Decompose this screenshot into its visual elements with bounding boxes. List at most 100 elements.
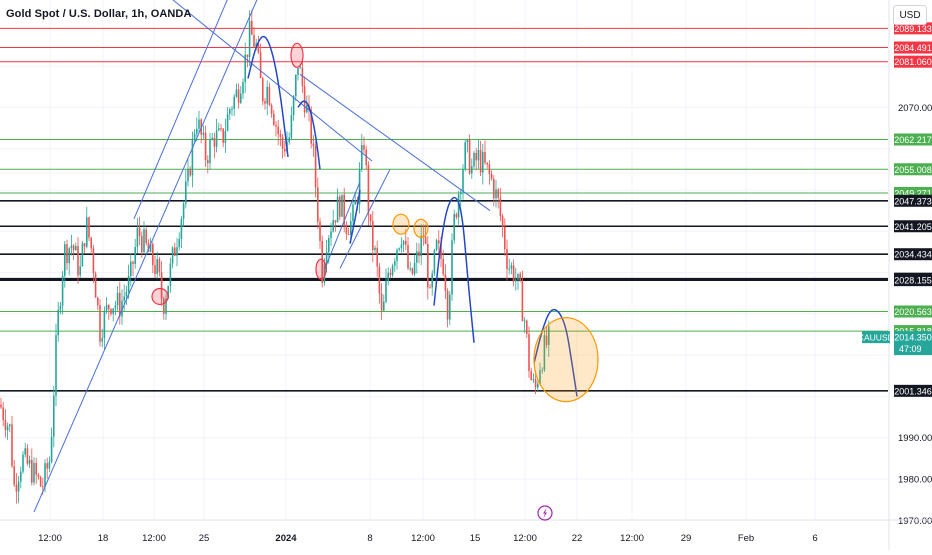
candle-body (413, 262, 416, 274)
candle-body (446, 290, 449, 320)
candle-body (405, 240, 407, 245)
candle-body (277, 126, 279, 135)
candle-body (350, 221, 352, 235)
price-level-label-bg (894, 248, 932, 261)
price-tick-label: 2070.000 (898, 103, 932, 114)
highlight-circle[interactable] (413, 218, 429, 238)
price-level-label-text: 2081.060 (894, 57, 932, 67)
candle-body (110, 308, 112, 314)
candle-body (147, 243, 150, 252)
candle-body (211, 137, 213, 140)
candle-body (101, 338, 103, 342)
price-level-label[interactable]: 2028.155 (894, 274, 932, 287)
trendline[interactable] (324, 181, 361, 269)
candle-body (508, 268, 510, 270)
candle-body (134, 246, 136, 264)
lightning-icon (543, 508, 547, 518)
candle-body (130, 261, 132, 276)
trendline[interactable] (33, 0, 300, 513)
projection-arc[interactable] (533, 308, 578, 397)
trendline[interactable] (339, 169, 391, 269)
candle-body (295, 74, 297, 97)
projection-arc[interactable] (247, 35, 289, 157)
candle-body (545, 335, 548, 345)
highlight-circle[interactable] (315, 258, 327, 280)
candle-body (398, 248, 400, 250)
candle-body (510, 265, 513, 269)
candle-body (75, 245, 77, 251)
time-tick-label: 18 (98, 533, 109, 544)
price-level-label[interactable]: 2084.491 (894, 41, 932, 54)
candle-body (127, 275, 130, 293)
time-axis[interactable]: 12:00 18 12:00 25 2024 8 12:00 15 12:00 22 12:00 29… (0, 519, 932, 544)
candle-body (497, 189, 499, 198)
candle-body (312, 143, 315, 146)
price-level-label[interactable]: 2020.563 (894, 305, 932, 318)
candle-body (145, 229, 147, 244)
candle-body (0, 404, 2, 408)
highlight-circle[interactable] (290, 42, 304, 68)
candle-body (233, 96, 235, 109)
candle-body (6, 426, 9, 431)
highlight-circle[interactable] (533, 317, 599, 403)
candle-body (163, 298, 165, 314)
candle-body (488, 164, 491, 175)
price-level-label[interactable]: 2041.205 (894, 220, 932, 233)
price-level-label-text: 2062.217 (894, 135, 932, 145)
price-axis[interactable]: 2070.000 1990.000 1980.000 1970.000 2089.133… (858, 0, 932, 550)
event-marker[interactable] (537, 505, 553, 521)
price-level-label-bg (894, 133, 932, 146)
price-level-label[interactable]: 2089.133 (894, 22, 932, 35)
time-tick-label: 12:00 (513, 533, 537, 544)
trendline[interactable] (133, 0, 345, 220)
candle-body (453, 213, 455, 241)
price-level-label[interactable]: 2047.373 (894, 194, 932, 207)
candle-body (334, 220, 337, 223)
projection-arcs[interactable] (247, 35, 578, 397)
candle-body (255, 43, 257, 47)
price-level-label[interactable]: 2055.008 (894, 163, 932, 176)
candle-body (378, 266, 381, 294)
highlight-circles[interactable] (151, 42, 599, 403)
candle-body (112, 308, 114, 314)
trendline[interactable] (299, 73, 491, 211)
price-level-label-text: 2034.434 (894, 250, 932, 260)
candle-body (97, 297, 99, 306)
currency-button[interactable]: USD (893, 5, 927, 25)
highlight-circle[interactable] (392, 213, 410, 235)
candle-body (174, 247, 176, 256)
highlight-circle[interactable] (151, 287, 169, 306)
candle-body (81, 243, 84, 267)
projection-arc[interactable] (349, 189, 361, 244)
candle-body (33, 462, 35, 483)
horizontal-levels[interactable] (0, 27, 888, 392)
candle-body (220, 128, 222, 130)
candle-body (400, 244, 403, 249)
candle-body (523, 320, 526, 322)
candle-body (361, 145, 363, 170)
price-level-label[interactable]: 2081.060 (894, 55, 932, 68)
trendlines[interactable] (33, 0, 491, 513)
candle-body (55, 335, 57, 396)
trendline[interactable] (168, 0, 373, 162)
price-level-label[interactable]: 2001.346 (894, 384, 932, 397)
candle-body (279, 134, 282, 138)
candle-body (31, 459, 33, 483)
projection-arc[interactable] (297, 100, 321, 170)
candle-body (319, 221, 321, 242)
price-level-label[interactable]: 2062.217 (894, 133, 932, 146)
candle-body (143, 229, 145, 253)
candle-body (59, 305, 62, 310)
price-level-label-text: 2001.346 (894, 386, 932, 396)
candle-body (528, 333, 530, 372)
candle-body (257, 43, 260, 53)
projection-arc[interactable] (433, 196, 475, 343)
price-level-label[interactable]: 2034.434 (894, 248, 932, 261)
candle-body (28, 459, 31, 464)
price-level-label-bg (894, 220, 932, 233)
candle-body (411, 268, 414, 274)
current-price-bg (894, 331, 932, 356)
